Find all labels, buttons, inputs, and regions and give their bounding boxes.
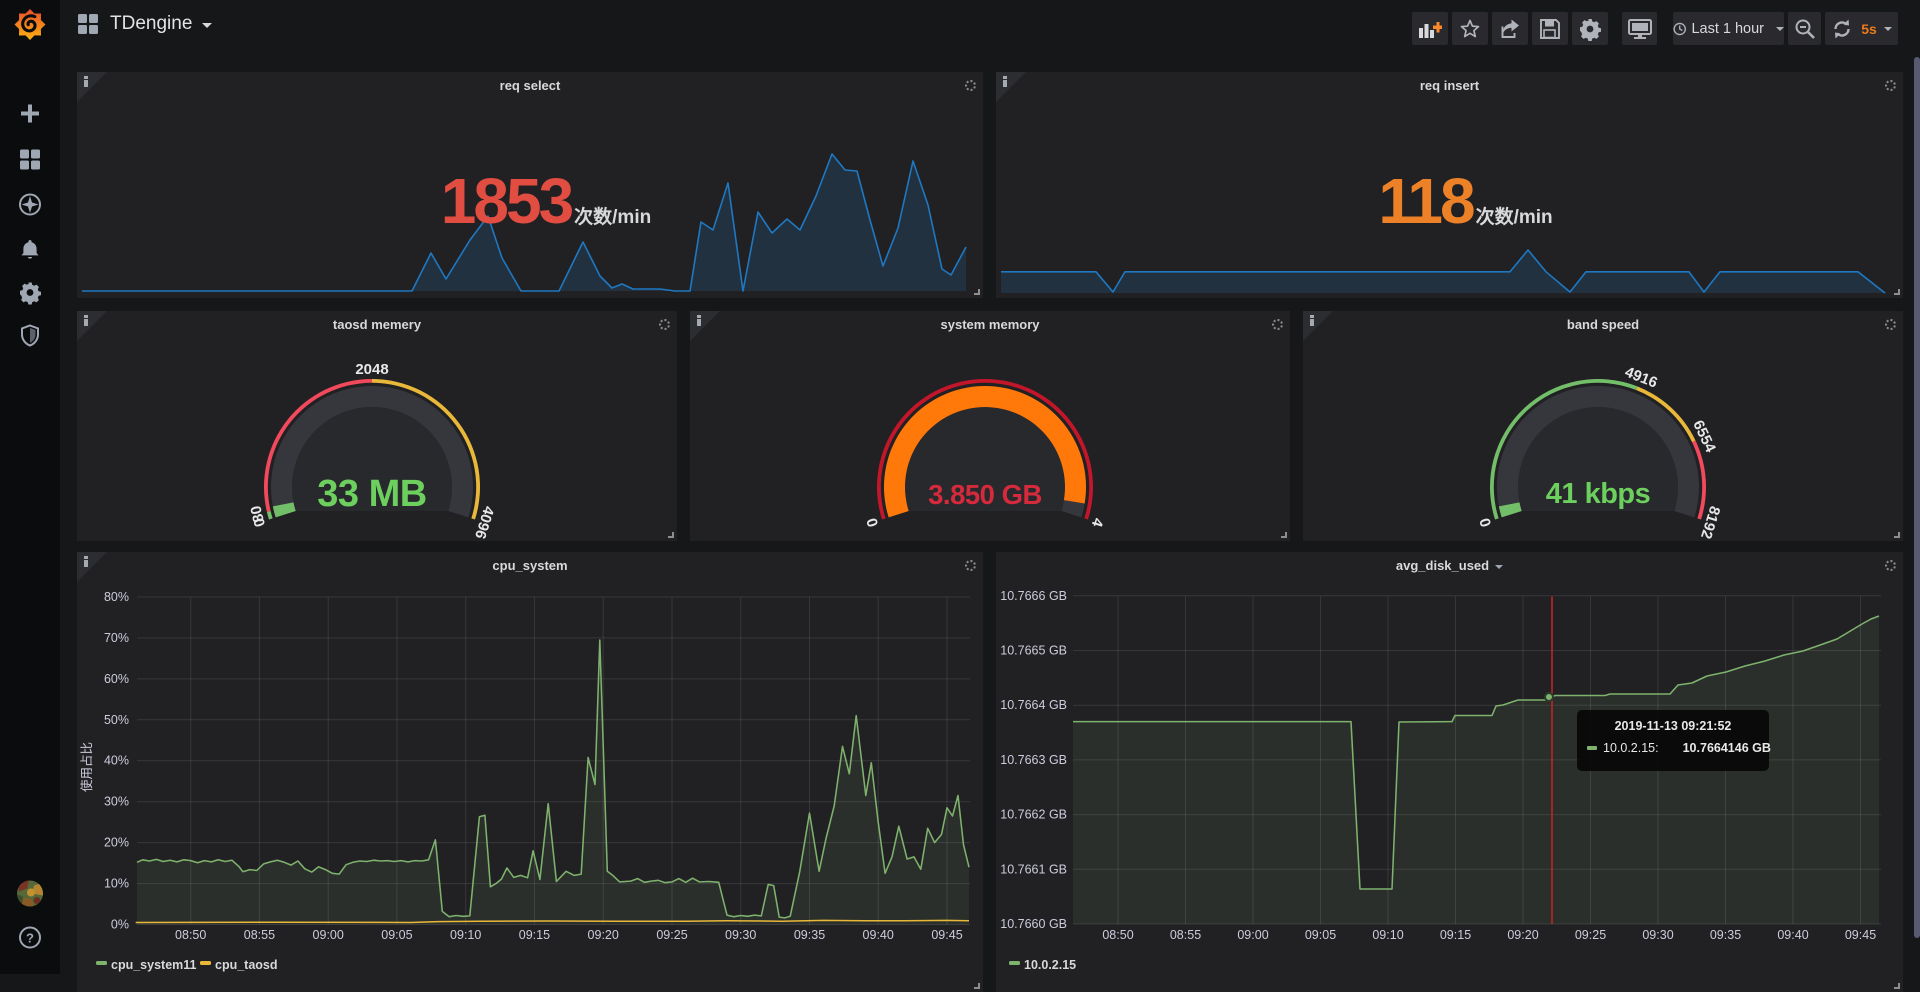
svg-text:60%: 60%	[104, 672, 129, 686]
svg-text:10%: 10%	[104, 877, 129, 891]
svg-text:10.7664 GB: 10.7664 GB	[1000, 698, 1067, 712]
svg-text:40%: 40%	[104, 754, 129, 768]
svg-text:10.7660 GB: 10.7660 GB	[1000, 917, 1067, 931]
svg-text:0%: 0%	[111, 918, 129, 932]
svg-text:08:50: 08:50	[1102, 928, 1133, 942]
svg-text:30%: 30%	[104, 795, 129, 809]
svg-text:09:20: 09:20	[588, 928, 619, 942]
svg-text:09:00: 09:00	[313, 928, 344, 942]
svg-text:50%: 50%	[104, 713, 129, 727]
svg-text:10.7665 GB: 10.7665 GB	[1000, 644, 1067, 658]
svg-text:6554: 6554	[1689, 418, 1719, 456]
svg-text:cpu_system11: cpu_system11	[111, 958, 197, 972]
svg-text:09:45: 09:45	[1845, 928, 1876, 942]
svg-text:0: 0	[1477, 516, 1496, 529]
svg-text:4916: 4916	[1622, 364, 1659, 392]
svg-text:09:30: 09:30	[725, 928, 756, 942]
svg-text:09:15: 09:15	[519, 928, 550, 942]
svg-text:09:10: 09:10	[450, 928, 481, 942]
svg-text:?: ?	[26, 931, 34, 946]
svg-text:使用占比: 使用占比	[79, 742, 94, 792]
svg-text:4: 4	[1088, 516, 1107, 530]
svg-text:09:40: 09:40	[863, 928, 894, 942]
svg-text:09:10: 09:10	[1372, 928, 1403, 942]
svg-text:09:00: 09:00	[1237, 928, 1268, 942]
svg-text:08:55: 08:55	[244, 928, 275, 942]
svg-text:09:20: 09:20	[1507, 928, 1538, 942]
svg-text:09:45: 09:45	[931, 928, 962, 942]
svg-text:09:25: 09:25	[1575, 928, 1606, 942]
svg-text:09:40: 09:40	[1777, 928, 1808, 942]
svg-text:09:30: 09:30	[1642, 928, 1673, 942]
svg-text:20%: 20%	[104, 836, 129, 850]
svg-text:2048: 2048	[355, 361, 388, 378]
svg-text:09:05: 09:05	[1305, 928, 1336, 942]
svg-text:70%: 70%	[104, 631, 129, 645]
svg-text:0: 0	[864, 516, 883, 529]
svg-text:80: 80	[247, 504, 267, 524]
svg-text:10.7663 GB: 10.7663 GB	[1000, 753, 1067, 767]
svg-text:09:35: 09:35	[1710, 928, 1741, 942]
svg-text:10.0.2.15: 10.0.2.15	[1024, 958, 1076, 972]
svg-text:80%: 80%	[104, 590, 129, 604]
svg-text:08:55: 08:55	[1170, 928, 1201, 942]
svg-text:09:25: 09:25	[656, 928, 687, 942]
svg-text:09:15: 09:15	[1440, 928, 1471, 942]
svg-text:cpu_taosd: cpu_taosd	[215, 958, 278, 972]
svg-text:10.7661 GB: 10.7661 GB	[1000, 862, 1067, 876]
svg-text:08:50: 08:50	[175, 928, 206, 942]
svg-text:09:05: 09:05	[381, 928, 412, 942]
svg-text:10.7666 GB: 10.7666 GB	[1000, 589, 1067, 603]
svg-text:10.7662 GB: 10.7662 GB	[1000, 808, 1067, 822]
svg-text:09:35: 09:35	[794, 928, 825, 942]
